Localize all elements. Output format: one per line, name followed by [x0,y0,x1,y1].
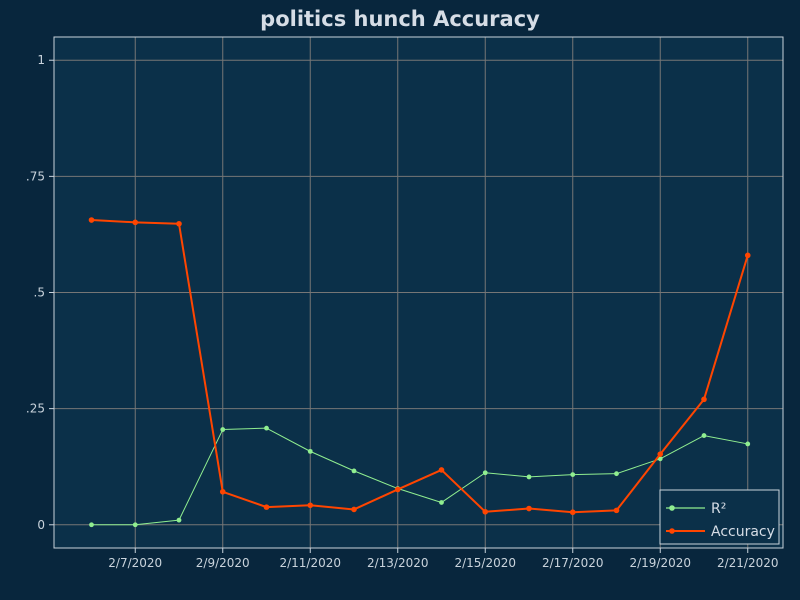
data-point [132,219,139,226]
data-point [88,217,95,223]
legend-label: Accuracy [711,524,775,540]
y-tick-label: 0 [37,518,45,532]
legend: R² Accuracy [659,489,780,545]
series-line [91,427,748,526]
data-point [744,252,751,259]
data-point [307,502,314,509]
data-point [439,500,444,505]
x-tick-label: 2/7/2020 [108,556,162,570]
data-point [176,517,182,523]
x-tick-label: 2/11/2020 [279,556,341,570]
x-tick-label: 2/21/2020 [717,556,779,570]
x-axis: 2/7/2020 2/9/2020 2/11/2020 2/13/2020 2/15/2… [108,548,779,570]
x-tick-label: 2/17/2020 [542,556,604,570]
legend-box [659,489,780,545]
data-point [438,467,445,473]
data-point [657,456,663,462]
y-tick-label: .25 [26,402,45,416]
data-point [89,522,94,528]
grid [54,37,783,548]
legend-marker [669,505,675,511]
legend-label: R² [711,501,726,517]
data-point [307,448,313,454]
data-point [219,488,226,495]
x-tick-label: 2/19/2020 [629,556,691,570]
data-point [220,427,226,432]
data-point [614,471,619,477]
data-point [264,425,269,431]
legend-marker [669,528,675,534]
data-point [482,508,489,515]
data-point [701,396,707,403]
y-tick-label: .5 [34,286,45,300]
data-point [526,505,532,512]
series-line [91,219,749,514]
series-1 [88,217,751,516]
data-point [613,507,620,514]
data-point [351,506,357,513]
data-point [745,441,751,447]
series [88,217,751,528]
data-point [263,504,270,510]
x-tick-label: 2/13/2020 [367,556,429,570]
series-0 [89,425,751,528]
data-point [526,474,532,480]
data-point [176,220,182,227]
data-point [570,472,576,478]
y-axis: 0 .25 .5 .75 1 [26,53,54,532]
x-tick-label: 2/15/2020 [454,556,516,570]
data-point [657,451,664,457]
data-point [394,486,401,493]
data-point [482,470,488,476]
data-point [569,509,576,516]
y-tick-label: .75 [26,169,45,183]
y-tick-label: 1 [37,53,45,67]
data-point [132,522,138,528]
data-point [701,433,707,438]
x-tick-label: 2/9/2020 [196,556,250,570]
chart-title: politics hunch Accuracy [260,7,540,31]
data-point [351,468,357,474]
